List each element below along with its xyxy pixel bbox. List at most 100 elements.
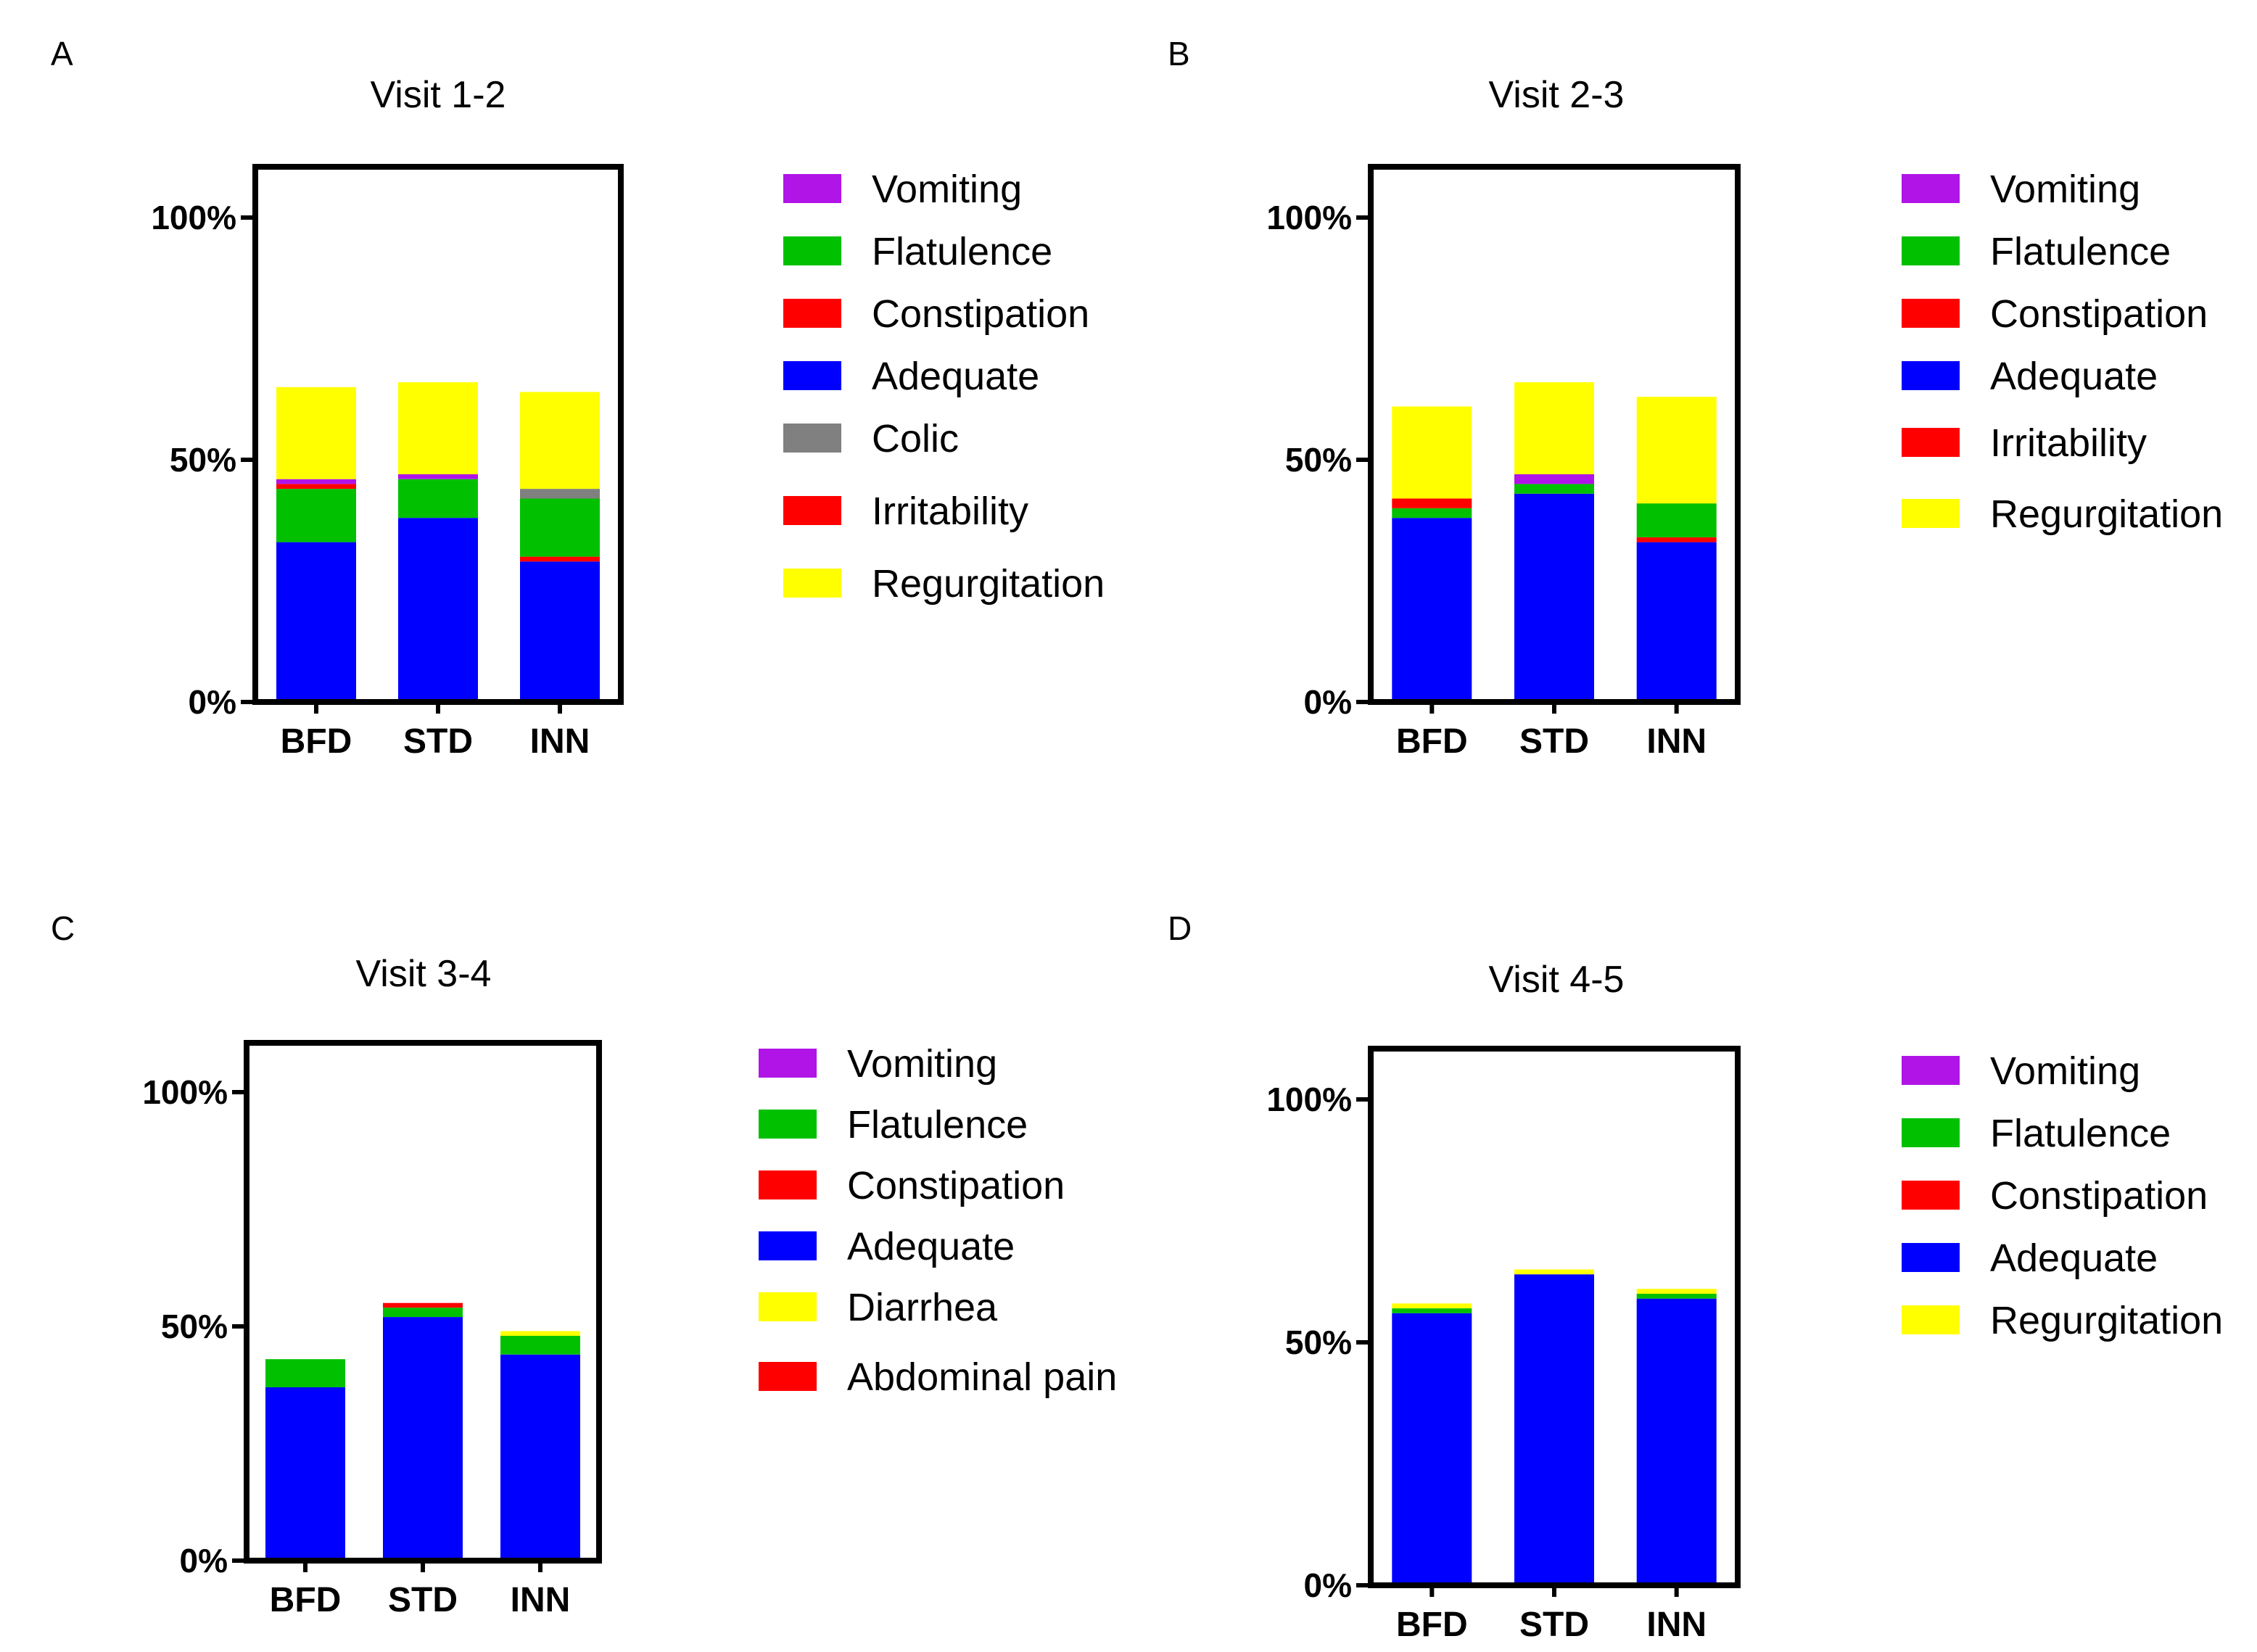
bar-bfd-vomiting: [276, 479, 356, 484]
bar-inn-constipation: [1636, 537, 1717, 542]
bar-bfd-flatulence: [276, 489, 356, 542]
legend-swatch-adequate: [783, 361, 841, 390]
bar-inn-flatulence: [500, 1335, 580, 1355]
x-tick-label-inn: INN: [1646, 722, 1707, 761]
legend-label-adequate: Adequate: [1990, 1236, 2158, 1280]
bar-inn-regurgitation: [1636, 1289, 1717, 1294]
bar-inn-adequate: [1636, 542, 1717, 702]
legend: Vomiting Flatulence Constipation Adequate Co…: [783, 168, 1105, 606]
bar-std-adequate: [1514, 493, 1594, 702]
legend-label-flatulence: Flatulence: [847, 1103, 1028, 1147]
x-tick-label-std: STD: [388, 1581, 458, 1619]
bar-std-flatulence: [383, 1308, 463, 1318]
legend-swatch-vomiting: [783, 174, 841, 203]
bar-std-abdominal-pain: [383, 1302, 463, 1308]
x-tick-label-std: STD: [1519, 722, 1589, 761]
x-tick-label-bfd: BFD: [1396, 1606, 1468, 1644]
x-tick-label-std: STD: [1519, 1606, 1589, 1644]
bar-inn-adequate: [520, 561, 600, 702]
y-tick-label: 0%: [180, 1542, 228, 1579]
legend-swatch-adequate: [759, 1231, 817, 1260]
bar-inn-diarrhea: [500, 1331, 580, 1336]
legend-swatch-flatulence: [1902, 236, 1960, 265]
bar-std-flatulence: [398, 479, 478, 519]
bar-bfd-flatulence: [1392, 508, 1472, 519]
bar-bfd-irritability: [276, 484, 356, 490]
legend-swatch-colic: [783, 424, 841, 453]
legend-swatch-abdominal-pain: [759, 1362, 817, 1391]
legend-swatch-constipation: [759, 1170, 817, 1199]
legend-swatch-constipation: [783, 299, 841, 328]
bar-inn-constipation: [520, 556, 600, 562]
legend-swatch-flatulence: [783, 236, 841, 265]
x-tick-label-bfd: BFD: [270, 1581, 342, 1619]
legend-swatch-adequate: [1902, 1243, 1960, 1272]
x-tick-label-inn: INN: [511, 1581, 571, 1619]
legend-swatch-vomiting: [1902, 1056, 1960, 1085]
bar-bfd-regurgitation: [1392, 1303, 1472, 1309]
legend-label-regurgitation: Regurgitation: [872, 562, 1105, 606]
legend-label-abdominal-pain: Abdominal pain: [847, 1355, 1117, 1399]
bar-bfd-adequate: [1392, 1313, 1472, 1585]
y-tick-label: 0%: [1304, 683, 1352, 721]
legend-swatch-constipation: [1902, 1181, 1960, 1210]
bar-inn-adequate: [500, 1354, 580, 1561]
chart-title: Visit 1-2: [371, 74, 506, 116]
chart-title: Visit 2-3: [1489, 74, 1625, 116]
bar-bfd-adequate: [276, 542, 356, 702]
bar-inn-flatulence: [1636, 1294, 1717, 1299]
y-tick-label: 50%: [170, 441, 236, 479]
y-tick-label: 100%: [142, 1073, 228, 1111]
legend-swatch-regurgitation: [1902, 499, 1960, 528]
panel-letter: D: [1168, 909, 1192, 947]
legend-label-flatulence: Flatulence: [1990, 230, 2171, 273]
legend-label-constipation: Constipation: [872, 292, 1089, 336]
legend-swatch-adequate: [1902, 361, 1960, 390]
chart-panel-b: B Visit 2-3 BFD STD INN 0% 50% 100% Vomiting Flat…: [1168, 35, 2223, 761]
bar-bfd-regurgitation: [1392, 406, 1472, 499]
bar-std-adequate: [383, 1317, 463, 1561]
bar-std-adequate: [1514, 1274, 1594, 1585]
legend-swatch-vomiting: [759, 1049, 817, 1078]
panel-letter: B: [1168, 35, 1190, 73]
y-tick-label: 100%: [151, 199, 236, 236]
x-tick-label-std: STD: [403, 722, 473, 761]
bar-std-flatulence: [1514, 484, 1594, 494]
legend-label-irritability: Irritability: [1990, 421, 2147, 465]
legend-swatch-diarrhea: [759, 1292, 817, 1321]
bar-bfd-adequate: [265, 1387, 345, 1561]
legend: Vomiting Flatulence Constipation Adequate Di…: [759, 1042, 1117, 1399]
x-tick-label-bfd: BFD: [281, 722, 352, 761]
legend-swatch-constipation: [1902, 299, 1960, 328]
bar-inn-regurgitation: [1636, 397, 1717, 504]
bar-std-adequate: [398, 518, 478, 702]
bar-inn-colic: [520, 489, 600, 499]
legend-label-adequate: Adequate: [872, 355, 1039, 398]
bar-std-vomiting: [398, 474, 478, 479]
bar-bfd-regurgitation: [276, 387, 356, 479]
legend-label-adequate: Adequate: [847, 1225, 1015, 1268]
legend: Vomiting Flatulence Constipation Adequate Ir…: [1902, 168, 2223, 536]
bar-inn-regurgitation: [520, 392, 600, 490]
chart-panel-c: C Visit 3-4 BFD STD INN 0% 50% 100% Vomiting Flat…: [51, 909, 1117, 1619]
bar-std-regurgitation: [1514, 1269, 1594, 1275]
bar-inn-flatulence: [1636, 503, 1717, 537]
bar-std-vomiting: [1514, 474, 1594, 484]
y-tick-label: 50%: [1285, 1323, 1352, 1361]
legend-label-regurgitation: Regurgitation: [1990, 1299, 2223, 1342]
legend-swatch-regurgitation: [783, 569, 841, 598]
bar-bfd-adequate: [1392, 518, 1472, 702]
bar-std-regurgitation: [1514, 382, 1594, 474]
legend-label-constipation: Constipation: [1990, 292, 2208, 336]
legend-label-adequate: Adequate: [1990, 355, 2158, 398]
legend-swatch-irritability: [1902, 428, 1960, 457]
bar-bfd-flatulence: [1392, 1308, 1472, 1313]
chart-title: Visit 4-5: [1489, 959, 1625, 1001]
y-tick-label: 50%: [1285, 441, 1352, 479]
legend-swatch-regurgitation: [1902, 1305, 1960, 1334]
panel-letter: C: [51, 909, 75, 947]
legend-label-colic: Colic: [872, 417, 959, 461]
panel-letter: A: [51, 35, 73, 73]
legend-swatch-vomiting: [1902, 174, 1960, 203]
